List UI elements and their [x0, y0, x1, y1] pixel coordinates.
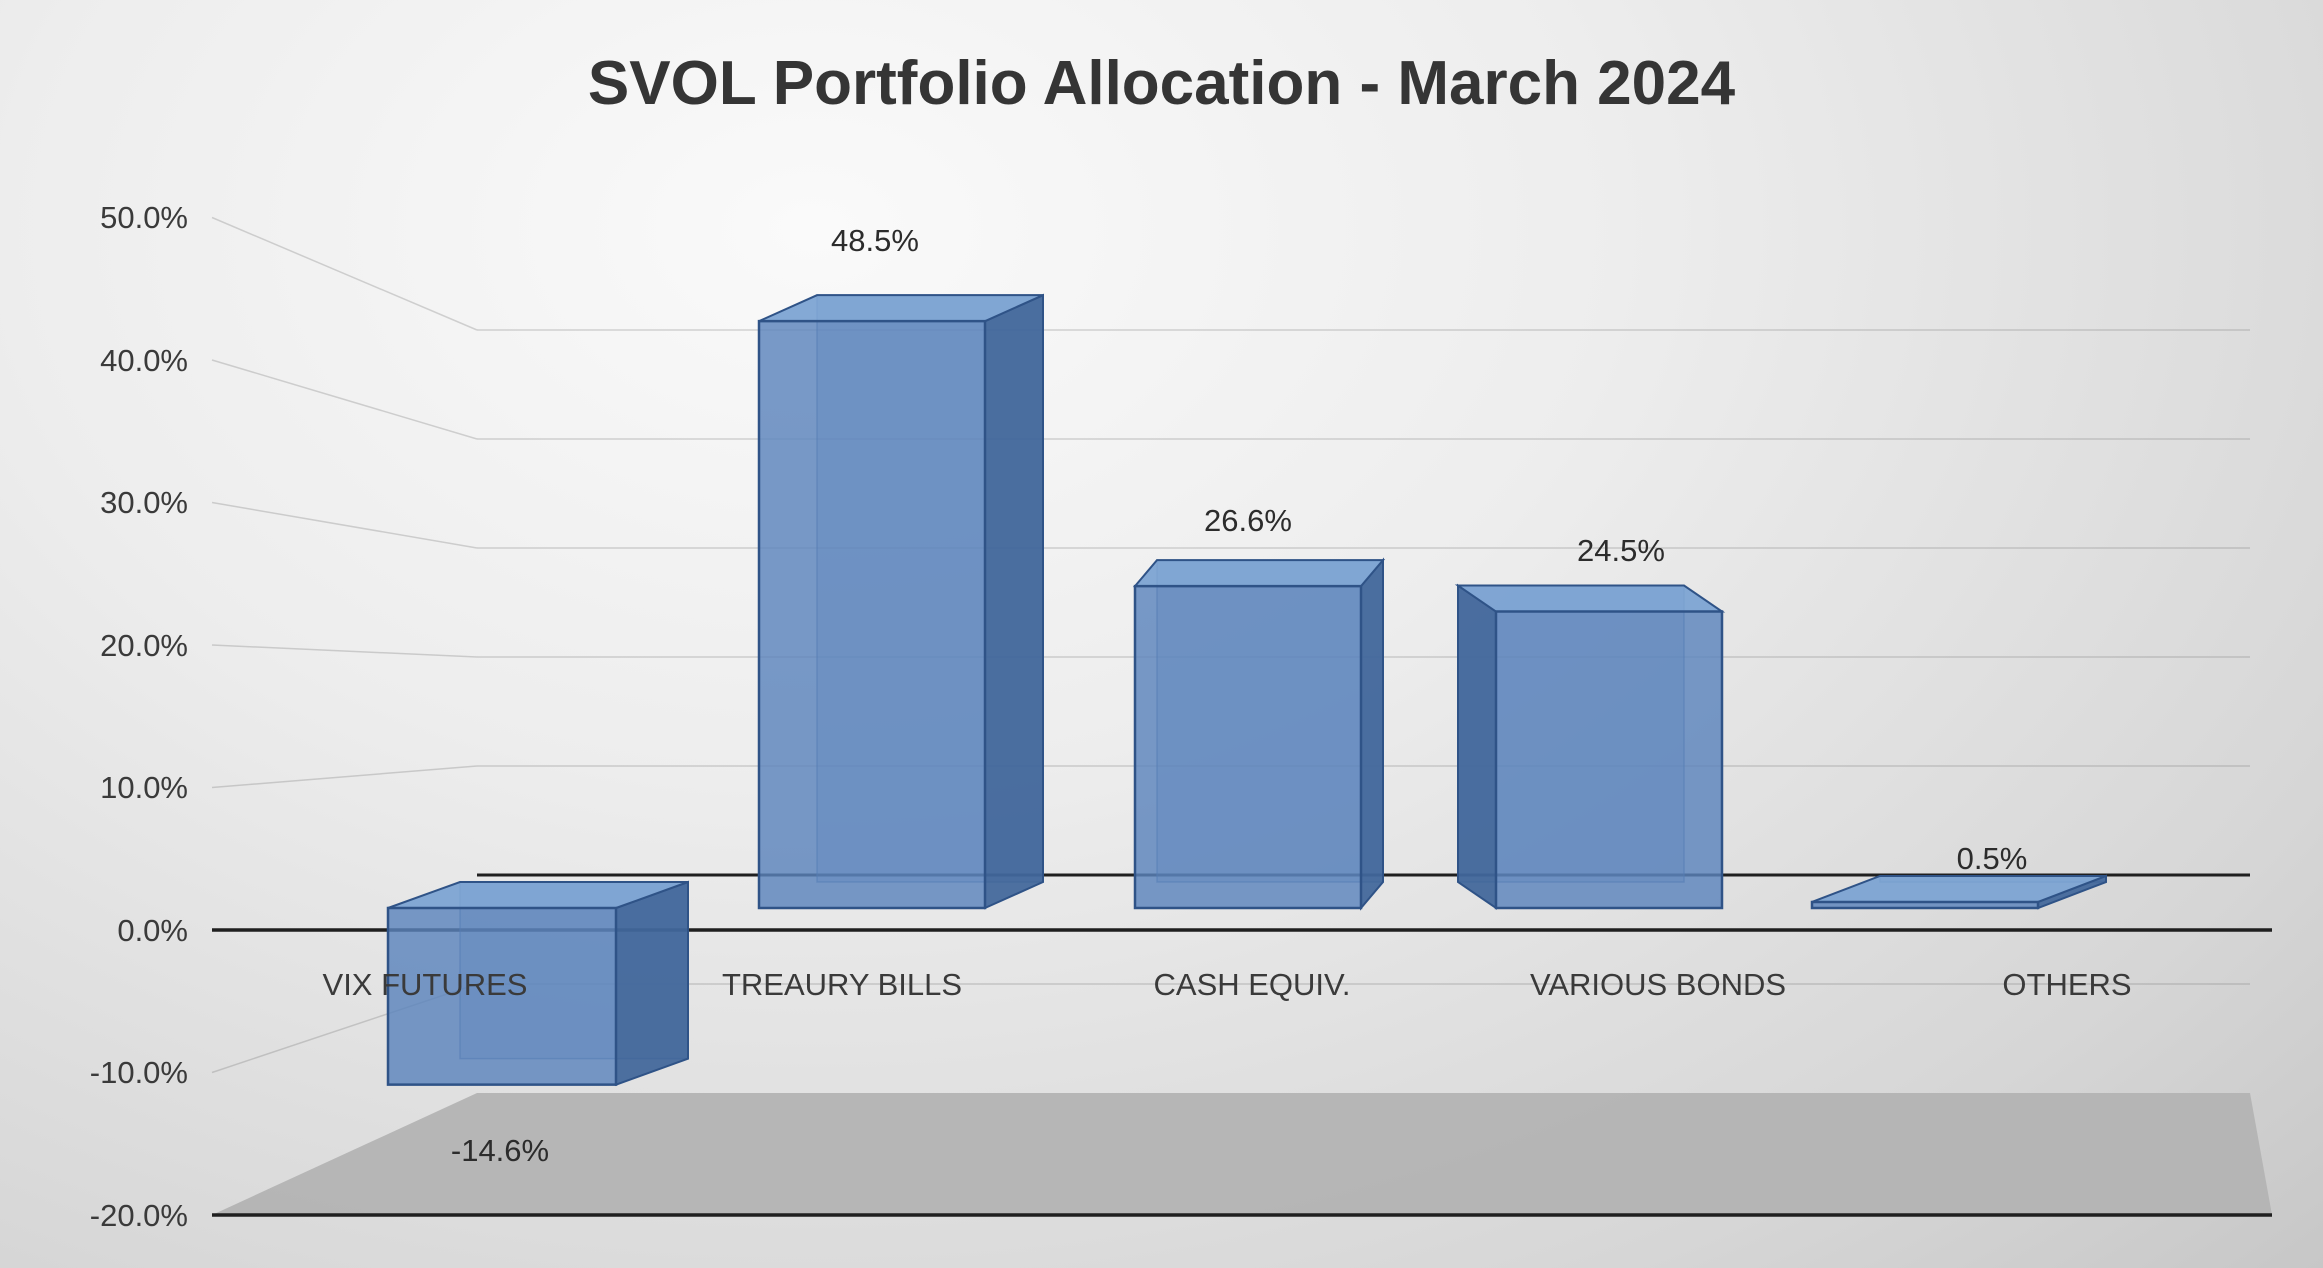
gridline-wall-10	[211, 765, 478, 789]
bar-cash-equiv[interactable]	[1132, 557, 1386, 911]
bar-vix-futures[interactable]	[386, 880, 689, 1087]
bar-face-side	[984, 293, 1044, 910]
category-label-others: OTHERS	[2002, 967, 2132, 1002]
category-label-vix-futures: VIX FUTURES	[322, 967, 528, 1002]
bar-face-front	[386, 906, 618, 1086]
bar-face-front	[1494, 610, 1724, 910]
value-label-various-bonds: 24.5%	[1577, 533, 1665, 568]
y-tick-label-40: 40.0%	[100, 343, 188, 378]
category-label-various-bonds: VARIOUS BONDS	[1529, 967, 1787, 1002]
bar-series	[386, 293, 2107, 1087]
chart-3d-floor	[212, 1093, 2272, 1215]
bar-face-side	[1457, 583, 1497, 910]
category-label-cash-equiv: CASH EQUIV.	[1153, 967, 1351, 1002]
y-tick-label-10: 10.0%	[100, 770, 188, 805]
bar-others[interactable]	[1810, 874, 2107, 910]
bar-face-top	[1454, 584, 1726, 613]
y-tick-label-0: 0.0%	[117, 913, 188, 948]
gridline-wall-20	[211, 644, 478, 658]
value-label-vix-futures: -14.6%	[450, 1133, 550, 1168]
bar-face-front	[1810, 900, 2040, 910]
y-tick-label-20: 20.0%	[100, 628, 188, 663]
bar-face-front	[1133, 584, 1363, 910]
value-label-others: 0.5%	[1956, 841, 2028, 876]
bar-face-side	[1360, 557, 1384, 911]
bar-various-bonds[interactable]	[1454, 583, 1726, 910]
gridline-wall-40	[211, 359, 478, 440]
y-tick-label-30: 30.0%	[100, 485, 188, 520]
y-tick-label-neg10: -10.0%	[89, 1055, 188, 1090]
y-tick-label-neg20: -20.0%	[89, 1198, 188, 1233]
value-label-treaury-bills: 48.5%	[831, 223, 919, 258]
bar-face-front	[757, 319, 987, 910]
gridline-wall-50	[211, 216, 478, 331]
value-label-cash-equiv: 26.6%	[1204, 503, 1292, 538]
chart-title: SVOL Portfolio Allocation - March 2024	[587, 49, 1736, 118]
category-label-treaury-bills: TREAURY BILLS	[721, 967, 963, 1002]
gridline-wall-30	[211, 501, 478, 549]
y-tick-label-50: 50.0%	[100, 200, 188, 235]
bar-face-top	[1132, 559, 1386, 588]
bar-treaury-bills[interactable]	[757, 293, 1044, 910]
